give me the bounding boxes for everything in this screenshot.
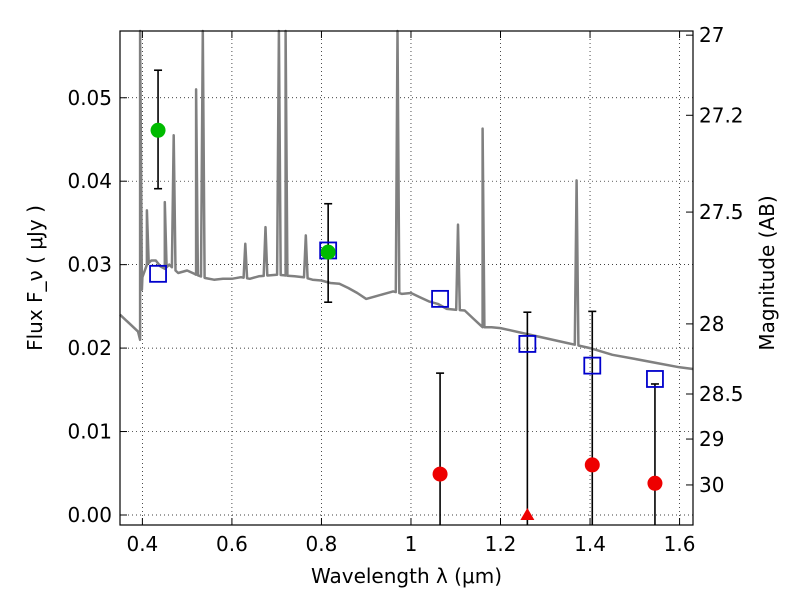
detection-point [320,244,336,260]
right-tick-label: 28 [699,312,724,336]
x-axis-label: Wavelength λ (μm) [311,564,502,588]
detection-point [150,122,166,138]
y-axis-label: Flux F_ν ( μJy ) [23,205,47,351]
axis-ticks [120,31,693,525]
right-tick-label: 27.5 [699,200,744,224]
x-tick-label: 0.4 [126,532,158,556]
plot-frame [119,30,694,526]
y-tick-label: 0.03 [67,253,112,277]
right-tick-label: 30 [699,473,724,497]
data-markers [149,122,664,520]
nondetection-point [647,475,663,491]
right-tick-label: 27 [699,23,724,47]
nondetection-point [432,466,448,482]
model-photometry-square [431,289,449,308]
model-photometry-square [518,335,537,353]
right-tick-label: 28.5 [699,382,744,406]
y-tick-label: 0.01 [67,420,112,444]
y-tick-label: 0.00 [67,503,112,527]
model-photometry-square [583,356,602,375]
x-tick-label: 1 [405,532,418,556]
x-tick-label: 0.6 [216,532,248,556]
x-tick-label: 1.2 [485,532,517,556]
model-photometry-square [646,370,664,388]
nondetection-point [584,457,600,473]
y-tick-label: 0.04 [67,169,112,193]
model-photometry-square [149,264,167,283]
x-tick-label: 1.6 [664,532,696,556]
right-tick-label: 29 [699,427,724,451]
error-bars [154,69,659,525]
right-axis-label: Magnitude (AB) [755,195,779,350]
y-tick-label: 0.02 [67,336,112,360]
x-tick-label: 0.8 [306,532,338,556]
model-spectrum-line [119,29,694,371]
upper-limit-triangle [520,507,535,520]
x-tick-label: 1.4 [574,532,606,556]
right-tick-label: 27.2 [699,103,744,127]
tick-labels: 0.4 0.6 0.8 1 1.2 1.4 1.6 0.00 0.01 0.02 0.03 0.04 0… [67,23,743,556]
model-spectrum [119,29,694,371]
y-tick-label: 0.05 [67,86,112,110]
